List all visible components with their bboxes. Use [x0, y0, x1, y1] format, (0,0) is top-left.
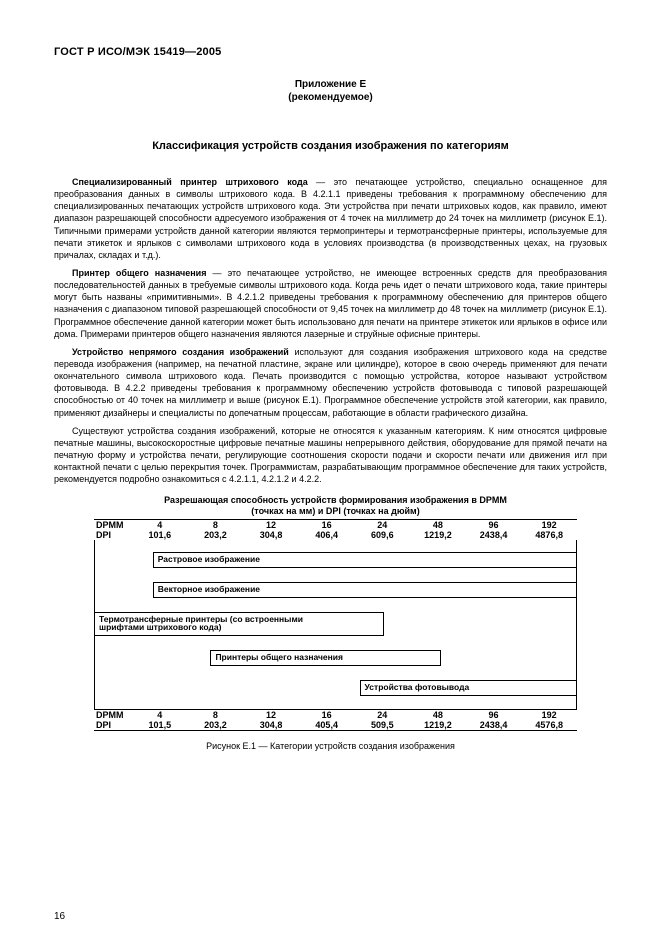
bar-label-4: Устройства фотовывода [365, 682, 470, 692]
dpmm-row-top: DPMM 4 8 12 16 24 48 96 192 [94, 519, 577, 530]
bar-3: Принтеры общего назначения [210, 650, 441, 666]
dpmm-1: 8 [188, 519, 244, 530]
dpi-b0: 101,5 [132, 720, 188, 731]
dpmm-b2: 12 [243, 710, 299, 720]
dpi-b6: 2438,4 [466, 720, 522, 731]
para3-text: используют для создания изображения штри… [54, 347, 607, 418]
dpmm-3: 16 [299, 519, 355, 530]
dpmm-0: 4 [132, 519, 188, 530]
dpmm-b4: 24 [355, 710, 411, 720]
dpi-label-b: DPI [94, 720, 132, 731]
dpi-7: 4876,8 [521, 530, 577, 540]
chart-title-l1: Разрешающая способность устройств формир… [164, 495, 507, 505]
appendix-line2: (рекомендуемое) [54, 91, 607, 104]
dpmm-b6: 96 [466, 710, 522, 720]
para-4: Существуют устройства создания изображен… [54, 425, 607, 486]
dpi-b1: 203,2 [188, 720, 244, 731]
dpmm-7: 192 [521, 519, 577, 530]
para2-term: Принтер общего назначения [72, 268, 206, 278]
dpi-0: 101,6 [132, 530, 188, 540]
chart-header-table: DPMM 4 8 12 16 24 48 96 192 DPI 101,6 20… [94, 519, 577, 540]
dpi-b7: 4576,8 [521, 720, 577, 731]
para2-text: — это печатающее устройство, не имеющее … [54, 268, 607, 339]
dpi-label: DPI [94, 530, 132, 540]
chart-footer-table: DPMM 4 8 12 16 24 48 96 192 DPI 101,5 20… [94, 710, 577, 731]
bar-1: Векторное изображение [153, 582, 576, 598]
para3-term: Устройство непрямого создания изображени… [72, 347, 289, 357]
para1-term: Специализированный принтер штрихового ко… [72, 177, 308, 187]
chart-title: Разрешающая способность устройств формир… [94, 495, 577, 517]
appendix-header: Приложение Е (рекомендуемое) [54, 78, 607, 104]
dpi-row-bot: DPI 101,5 203,2 304,8 405,4 509,5 1219,2… [94, 720, 577, 731]
para-2: Принтер общего назначения — это печатающ… [54, 267, 607, 340]
dpmm-2: 12 [243, 519, 299, 530]
appendix-line1: Приложение Е [54, 78, 607, 91]
bar-0: Растровое изображение [153, 552, 576, 568]
para1-text: — это печатающее устройство, специально … [54, 177, 607, 260]
dpi-b5: 1219,2 [410, 720, 466, 731]
bars-area: Растровое изображение Векторное изображен… [94, 540, 577, 710]
bar-label-1: Векторное изображение [158, 584, 260, 594]
dpi-1: 203,2 [188, 530, 244, 540]
dpmm-4: 24 [355, 519, 411, 530]
dpmm-b3: 16 [299, 710, 355, 720]
dpmm-6: 96 [466, 519, 522, 530]
bar-label-2: Термотрансферные принтеры (со встроенным… [99, 615, 303, 632]
resolution-chart: Разрешающая способность устройств формир… [54, 495, 607, 731]
bar-label-3: Принтеры общего назначения [215, 652, 343, 662]
bar-2: Термотрансферные принтеры (со встроенным… [95, 612, 384, 636]
dpmm-label: DPMM [94, 519, 132, 530]
doc-code: ГОСТ Р ИСО/МЭК 15419—2005 [54, 46, 607, 58]
dpi-b4: 509,5 [355, 720, 411, 731]
dpmm-5: 48 [410, 519, 466, 530]
dpi-6: 2438,4 [466, 530, 522, 540]
main-title: Классификация устройств создания изображ… [54, 140, 607, 152]
page-number: 16 [54, 911, 65, 922]
dpmm-row-bot: DPMM 4 8 12 16 24 48 96 192 [94, 710, 577, 720]
bar-label-0: Растровое изображение [158, 554, 260, 564]
figure-caption: Рисунок Е.1 — Категории устройств создан… [54, 741, 607, 751]
dpi-5: 1219,2 [410, 530, 466, 540]
dpi-row-top: DPI 101,6 203,2 304,8 406,4 609,6 1219,2… [94, 530, 577, 540]
dpi-3: 406,4 [299, 530, 355, 540]
dpi-4: 609,6 [355, 530, 411, 540]
dpi-2: 304,8 [243, 530, 299, 540]
chart-title-l2: (точках на мм) и DPI (точках на дюйм) [251, 506, 419, 516]
para-3: Устройство непрямого создания изображени… [54, 346, 607, 419]
dpmm-b7: 192 [521, 710, 577, 720]
dpmm-b1: 8 [188, 710, 244, 720]
dpmm-b0: 4 [132, 710, 188, 720]
dpi-b2: 304,8 [243, 720, 299, 731]
para-1: Специализированный принтер штрихового ко… [54, 176, 607, 261]
dpi-b3: 405,4 [299, 720, 355, 731]
bar-4: Устройства фотовывода [360, 680, 576, 696]
dpmm-label-b: DPMM [94, 710, 132, 720]
dpmm-b5: 48 [410, 710, 466, 720]
